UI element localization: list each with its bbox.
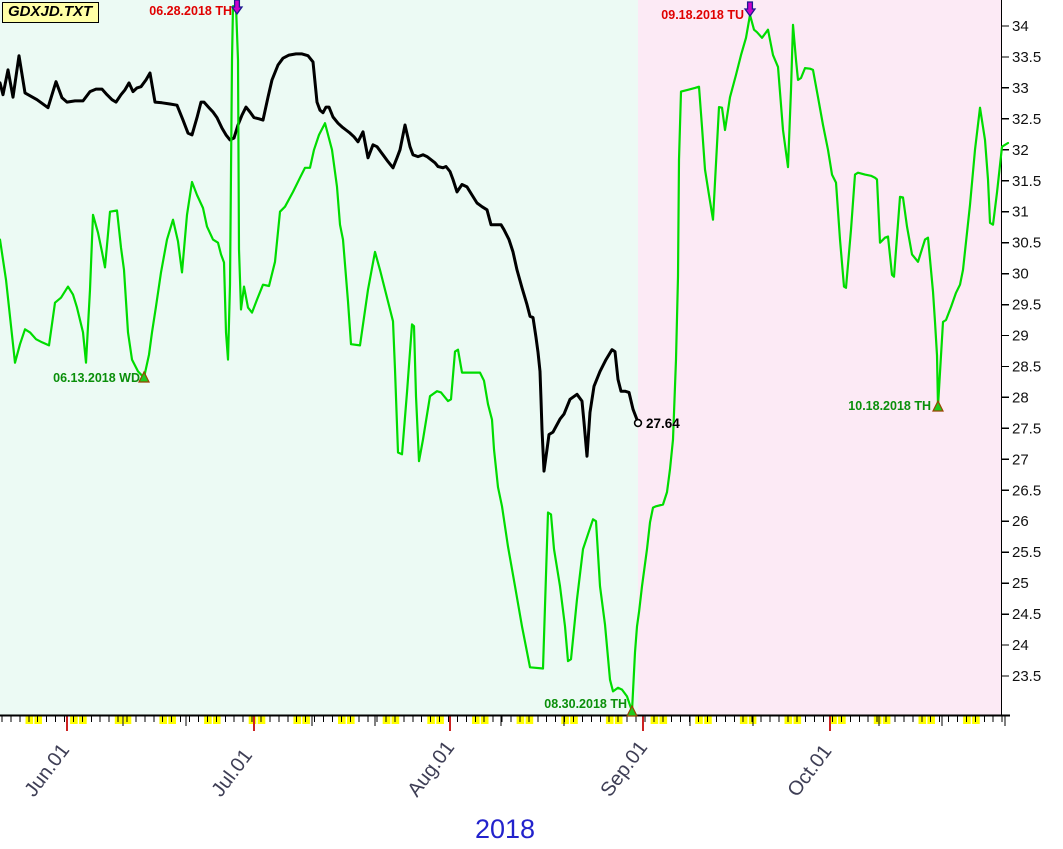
y-tick-label: 34 bbox=[1012, 18, 1029, 35]
y-tick-label: 33.5 bbox=[1012, 49, 1041, 66]
green-signal-line bbox=[0, 5, 1010, 713]
buy-signal-annotation-0830: 08.30.2018 TH bbox=[544, 697, 627, 711]
pre-signal-region bbox=[0, 0, 638, 715]
weekend-highlight bbox=[204, 716, 212, 724]
y-tick-label: 26 bbox=[1012, 513, 1029, 530]
y-tick-label: 27.5 bbox=[1012, 420, 1041, 437]
month-label: Jul.01 bbox=[207, 745, 257, 801]
y-tick-label: 30.5 bbox=[1012, 235, 1041, 252]
month-label: Aug.01 bbox=[403, 737, 459, 801]
buy-triangle-marker bbox=[138, 370, 150, 383]
black-price-line bbox=[0, 52, 639, 473]
y-tick-label: 24.5 bbox=[1012, 606, 1041, 623]
y-tick-label: 24 bbox=[1012, 637, 1029, 654]
y-tick-label: 25 bbox=[1012, 575, 1029, 592]
y-tick-label: 32.5 bbox=[1012, 111, 1041, 128]
sell-arrow-marker bbox=[743, 1, 757, 18]
y-tick-label: 30 bbox=[1012, 266, 1029, 283]
buy-signal-annotation-0613: 06.13.2018 WD bbox=[53, 371, 140, 385]
buy-signal-annotation-1018: 10.18.2018 TH bbox=[848, 399, 931, 413]
symbol-label: GDXJD.TXT bbox=[8, 3, 93, 20]
sell-signal-annotation-0918: 09.18.2018 TU bbox=[661, 8, 744, 22]
last-price-label: 27.64 bbox=[646, 416, 680, 431]
buy-triangle-marker bbox=[626, 704, 638, 717]
y-tick-label: 31 bbox=[1012, 204, 1029, 221]
buy-triangle-marker bbox=[932, 399, 944, 412]
weekend-highlight bbox=[114, 716, 123, 724]
weekend-highlight bbox=[391, 716, 400, 724]
y-tick-label: 32 bbox=[1012, 142, 1029, 159]
y-tick-label: 26.5 bbox=[1012, 482, 1041, 499]
last-price-marker bbox=[633, 418, 643, 428]
y-tick-label: 29 bbox=[1012, 328, 1029, 345]
y-tick-label: 25.5 bbox=[1012, 544, 1041, 561]
sell-signal-annotation-0628: 06.28.2018 TH bbox=[149, 4, 232, 18]
y-tick-label: 31.5 bbox=[1012, 173, 1041, 190]
y-tick-label: 27 bbox=[1012, 451, 1029, 468]
month-label: Oct.01 bbox=[783, 741, 836, 801]
sell-arrow-marker bbox=[230, 0, 244, 16]
year-title: 2018 bbox=[474, 814, 536, 844]
y-tick-label: 28.5 bbox=[1012, 358, 1041, 375]
y-tick-label: 23.5 bbox=[1012, 668, 1041, 685]
month-label: Jun.01 bbox=[20, 740, 74, 801]
symbol-label-box[interactable]: GDXJD.TXT bbox=[2, 2, 100, 23]
y-tick-label: 28 bbox=[1012, 389, 1029, 406]
month-label: Sep.01 bbox=[596, 737, 652, 801]
y-tick-label: 29.5 bbox=[1012, 297, 1041, 314]
y-tick-label: 33 bbox=[1012, 80, 1029, 97]
